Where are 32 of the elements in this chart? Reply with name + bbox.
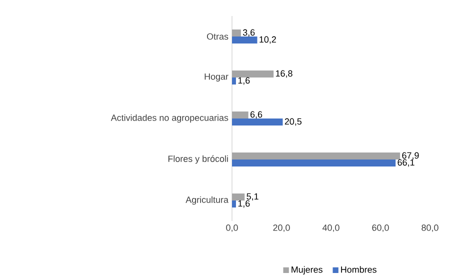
data-label: 3,6 (242, 29, 255, 37)
x-tick-label: 80,0 (422, 224, 438, 232)
data-label: 66,1 (398, 159, 414, 167)
bar (232, 152, 400, 160)
data-label: 16,8 (276, 70, 292, 78)
data-label: 10,2 (260, 36, 276, 44)
bar (232, 30, 241, 36)
x-tick-label: 20,0 (273, 224, 290, 232)
y-tick-label: Otras (206, 33, 228, 40)
x-tick-label: 0,0 (226, 224, 238, 232)
y-tick-label: Flores y brócoli (168, 155, 228, 164)
bar (232, 160, 396, 166)
legend-label: Mujeres (292, 266, 322, 275)
data-label: 20,5 (284, 118, 302, 126)
legend-label: Hombres (341, 266, 376, 273)
bar (232, 118, 283, 126)
y-tick-label: Hogar (204, 73, 228, 82)
bar (232, 194, 245, 200)
bar (232, 200, 236, 208)
y-tick-label: Agricultura (186, 196, 228, 205)
bar (232, 70, 274, 78)
data-label: 67,9 (402, 152, 419, 160)
data-label: 1,6 (238, 77, 250, 85)
bar (232, 112, 248, 118)
y-tick-label: Actividades no agropecuarias (110, 114, 228, 123)
bar (232, 78, 236, 84)
x-tick-label: 60,0 (372, 224, 389, 232)
x-tick-label: 40,0 (322, 224, 340, 232)
bar (232, 36, 258, 44)
data-label: 1,6 (238, 200, 250, 208)
data-label: 5,1 (246, 193, 258, 201)
data-label: 6,6 (250, 111, 262, 119)
